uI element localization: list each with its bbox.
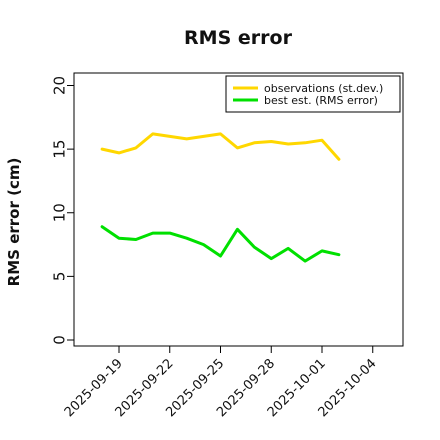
series-line-best-estimate	[100, 225, 341, 263]
legend-label: observations (st.dev.)	[264, 82, 383, 95]
y-tick-label: 0	[51, 335, 69, 345]
x-axis: 2025-09-192025-09-222025-09-252025-09-28…	[62, 346, 380, 420]
plot-area-frame	[73, 72, 404, 347]
y-tick-label: 5	[51, 272, 69, 282]
y-axis-label: RMS error (cm)	[5, 158, 23, 287]
y-tick-label: 20	[51, 76, 69, 95]
chart-title: RMS error	[184, 27, 293, 49]
y-axis: 0 5 10 15 20	[51, 76, 74, 345]
legend-label: best est. (RMS error)	[264, 94, 378, 107]
y-tick-label: 15	[51, 140, 69, 159]
series-layer	[100, 132, 341, 263]
series-line-observations	[100, 132, 341, 161]
legend: observations (st.dev.)best est. (RMS err…	[225, 75, 401, 113]
y-tick-label: 10	[51, 203, 69, 222]
legend-box	[225, 75, 401, 113]
